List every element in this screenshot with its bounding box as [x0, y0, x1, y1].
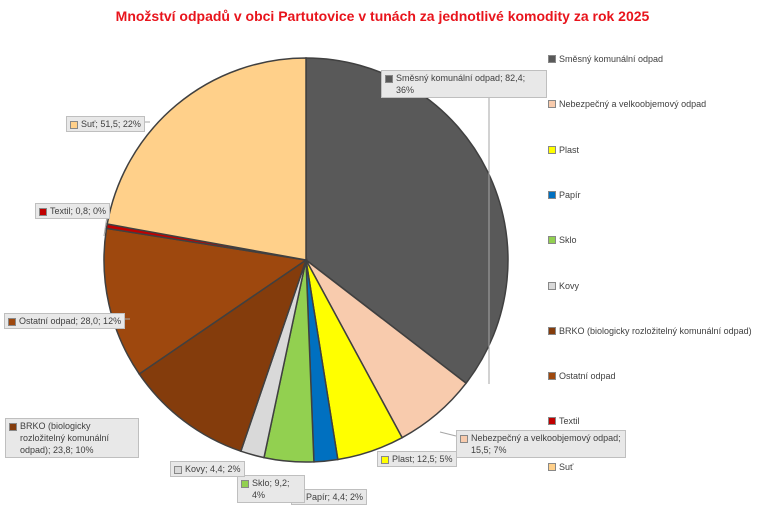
pie-slice-brko-biologicky-rozlozitelny-komunalni-odpad	[138, 258, 308, 453]
data-label-swatch	[8, 318, 16, 326]
data-label-smesny-komunalni-odpad: Směsný komunální odpad; 82,4; 36%	[381, 70, 547, 98]
data-label-swatch	[241, 480, 249, 488]
legend-item-textil: Textil	[548, 416, 580, 426]
pie-slice-sut	[106, 57, 307, 261]
data-label-nebezpecny-a-velkoobjemovy-odpad: Nebezpečný a velkoobjemový odpad; 15,5; …	[456, 430, 626, 458]
legend-item-smesny-komunalni-odpad: Směsný komunální odpad	[548, 54, 663, 64]
legend-label: Plast	[559, 144, 580, 155]
data-label-text: Plast; 12,5; 5%	[392, 454, 453, 464]
legend-swatch	[548, 190, 556, 199]
pie-slice-ostatni-odpad	[103, 227, 308, 375]
chart-title: Množství odpadů v obci Partutovice v tun…	[115, 8, 650, 24]
legend-swatch	[548, 462, 556, 471]
legend-swatch	[548, 236, 556, 245]
data-label-sut: Suť; 51,5; 22%	[66, 116, 145, 132]
data-label-text: Ostatní odpad; 28,0; 12%	[19, 316, 122, 326]
data-label-swatch	[39, 208, 47, 216]
legend-item-sklo: Sklo	[548, 235, 577, 245]
legend-label: Textil	[559, 416, 580, 427]
data-label-text: BRKO (biologicky rozložitelný komunální …	[20, 421, 110, 455]
data-label-text: Směsný komunální odpad; 82,4; 36%	[396, 73, 526, 95]
data-label-swatch	[381, 456, 389, 464]
data-label-text: Textil; 0,8; 0%	[50, 206, 107, 216]
legend-swatch	[548, 281, 556, 290]
data-label-swatch	[70, 121, 78, 129]
legend-label: Ostatní odpad	[559, 371, 616, 382]
data-label-plast: Plast; 12,5; 5%	[377, 451, 457, 467]
legend-label: Suť	[559, 461, 574, 472]
legend-label: Papír	[559, 189, 581, 200]
legend-item-plast: Plast	[548, 145, 579, 155]
legend-swatch	[548, 372, 556, 381]
legend-label: Směsný komunální odpad	[559, 54, 664, 64]
data-label-text: Suť; 51,5; 22%	[81, 119, 141, 129]
leader-line-nebezpecny-a-velkoobjemovy-odpad	[439, 431, 457, 437]
data-label-text: Kovy; 4,4; 2%	[185, 464, 241, 474]
data-label-swatch	[460, 435, 468, 443]
legend-item-sut: Suť	[548, 462, 573, 472]
legend-swatch	[548, 55, 556, 63]
data-label-text: Nebezpečný a velkoobjemový odpad; 15,5; …	[471, 433, 621, 455]
data-label-swatch	[174, 466, 182, 474]
data-label-swatch	[385, 75, 393, 83]
data-label-textil: Textil; 0,8; 0%	[35, 203, 111, 219]
data-label-swatch	[9, 423, 17, 431]
pie-slice-smesny-komunalni-odpad	[305, 57, 509, 385]
legend-label: Nebezpečný a velkoobjemový odpad	[559, 99, 707, 110]
legend-item-brko-biologicky-rozlozitelny-komunalni-odpad: BRKO (biologicky rozložitelný komunální …	[548, 326, 752, 336]
data-label-text: Sklo; 9,2; 4%	[252, 478, 290, 500]
data-label-ostatni-odpad: Ostatní odpad; 28,0; 12%	[4, 313, 126, 329]
legend-label: Sklo	[559, 235, 577, 246]
legend-swatch	[548, 417, 556, 426]
legend-item-nebezpecny-a-velkoobjemovy-odpad: Nebezpečný a velkoobjemový odpad	[548, 99, 706, 109]
legend-item-ostatni-odpad: Ostatní odpad	[548, 371, 616, 381]
legend-label: BRKO (biologicky rozložitelný komunální …	[559, 325, 752, 336]
legend-item-kovy: Kovy	[548, 281, 579, 291]
data-label-brko-biologicky-rozlozitelny-komunalni-odpad: BRKO (biologicky rozložitelný komunální …	[5, 418, 139, 458]
data-label-kovy: Kovy; 4,4; 2%	[170, 461, 245, 477]
legend-swatch	[548, 100, 556, 109]
legend-item-papir: Papír	[548, 190, 581, 200]
legend-label: Kovy	[559, 280, 580, 291]
data-label-sklo: Sklo; 9,2; 4%	[237, 475, 305, 503]
data-label-text: Papír; 4,4; 2%	[306, 492, 364, 502]
legend-swatch	[548, 145, 556, 154]
legend-swatch	[548, 326, 556, 335]
